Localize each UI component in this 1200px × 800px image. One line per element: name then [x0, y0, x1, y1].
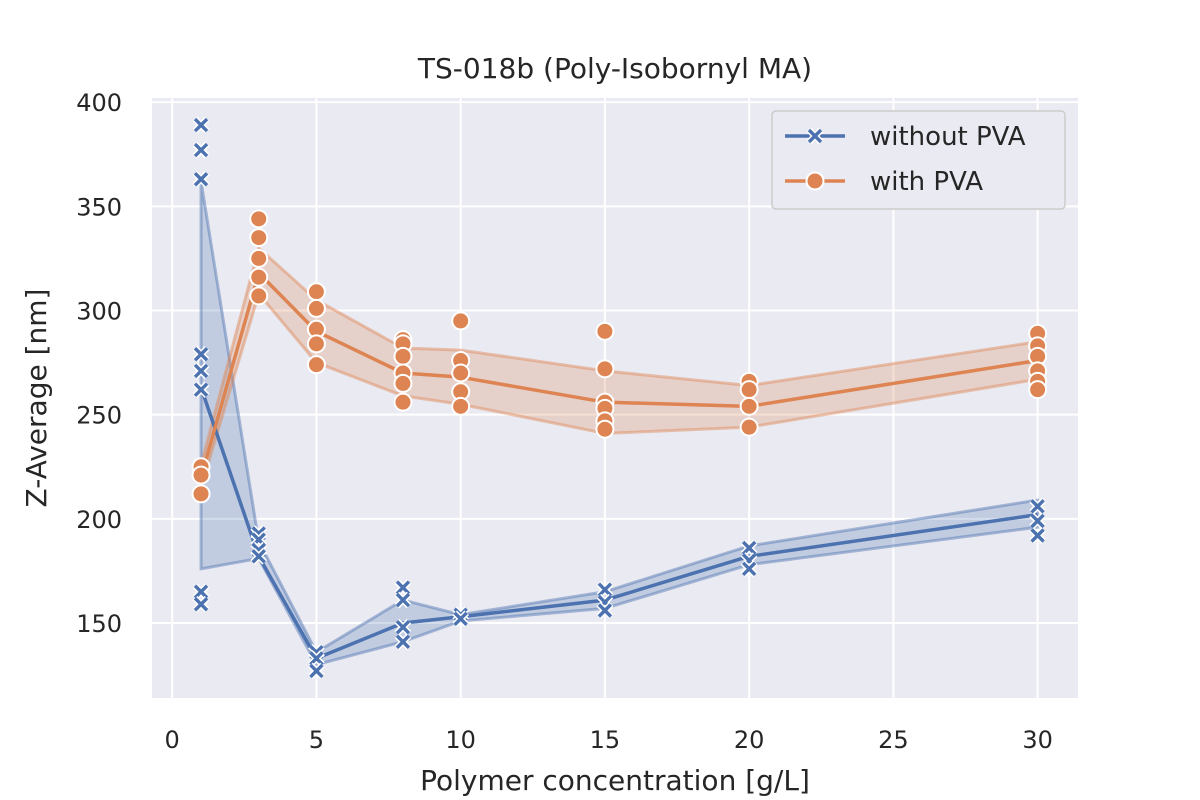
data-point-0	[192, 141, 210, 159]
data-point-0	[308, 662, 325, 680]
data-point-0	[192, 345, 210, 363]
data-point-0	[394, 579, 412, 596]
data-point-1	[451, 396, 471, 416]
data-point-0	[452, 610, 469, 628]
data-point-1	[249, 267, 269, 287]
data-point-1	[249, 228, 269, 248]
data-point-1	[451, 363, 471, 383]
data-point-0	[192, 583, 210, 601]
data-point-0	[192, 381, 210, 398]
y-tick-label: 350	[76, 193, 122, 221]
y-tick-label: 300	[76, 298, 122, 326]
legend-box	[771, 110, 1066, 210]
x-tick-label: 0	[165, 726, 180, 754]
data-point-1	[393, 392, 413, 412]
x-tick-label: 10	[445, 726, 476, 754]
data-point-0	[394, 633, 412, 651]
legend-marker-1	[805, 171, 825, 191]
data-point-1	[306, 282, 326, 302]
data-point-0	[192, 170, 210, 188]
y-tick-label: 150	[76, 610, 122, 638]
data-point-0	[192, 362, 210, 380]
data-point-1	[451, 311, 471, 331]
data-point-1	[306, 334, 326, 354]
data-point-0	[192, 595, 210, 613]
data-point-1	[595, 359, 615, 379]
data-point-1	[393, 346, 413, 366]
y-tick-label: 250	[76, 402, 122, 430]
x-tick-label: 20	[734, 726, 765, 754]
data-point-1	[595, 419, 615, 439]
y-tick-label: 400	[76, 89, 122, 117]
data-point-0	[1029, 512, 1046, 530]
data-point-1	[393, 373, 413, 393]
x-tick-label: 15	[590, 726, 621, 754]
series-line-0	[199, 387, 1038, 661]
data-point-1	[249, 248, 269, 268]
data-point-0	[250, 548, 268, 565]
data-points	[191, 116, 1048, 680]
data-point-0	[1029, 527, 1046, 544]
data-point-1	[739, 396, 759, 416]
series-line-1	[199, 271, 1038, 478]
data-point-1	[306, 355, 326, 375]
legend-items: without PVA with PVA	[785, 122, 1026, 197]
data-point-1	[739, 380, 759, 400]
data-point-1	[1028, 380, 1048, 400]
data-point-0	[740, 560, 758, 578]
data-point-0	[394, 618, 412, 636]
x-axis-label: Polymer concentration [g/L]	[420, 764, 810, 797]
x-tick-label: 5	[309, 726, 324, 754]
data-point-0	[740, 539, 758, 557]
x-tick-labels: 0 5 10 15 20 25 30	[165, 726, 1053, 754]
y-tick-label: 200	[76, 506, 122, 534]
data-point-0	[192, 116, 210, 134]
data-point-1	[739, 417, 759, 437]
x-tick-label: 30	[1022, 726, 1053, 754]
data-point-1	[249, 209, 269, 229]
y-tick-labels: 150 200 250 300 350 400	[76, 89, 122, 638]
data-point-0	[1029, 498, 1046, 515]
legend-label-1: with PVA	[870, 167, 983, 197]
data-point-1	[595, 321, 615, 341]
chart-title: TS-018b (Poly-Isobornyl MA)	[417, 52, 812, 85]
data-point-0	[596, 602, 614, 619]
series-lines	[199, 271, 1038, 661]
data-point-1	[249, 286, 269, 306]
data-point-1	[191, 465, 211, 485]
data-point-1	[306, 298, 326, 318]
data-point-1	[191, 484, 211, 504]
legend: without PVA with PVA	[771, 110, 1066, 210]
data-point-0	[394, 591, 412, 609]
legend-label-0: without PVA	[870, 122, 1026, 152]
legend-marker-0	[806, 127, 824, 145]
data-point-0	[308, 650, 325, 667]
x-tick-label: 25	[878, 726, 909, 754]
data-point-0	[596, 581, 614, 598]
y-axis-label: Z-Average [nm]	[20, 289, 53, 508]
